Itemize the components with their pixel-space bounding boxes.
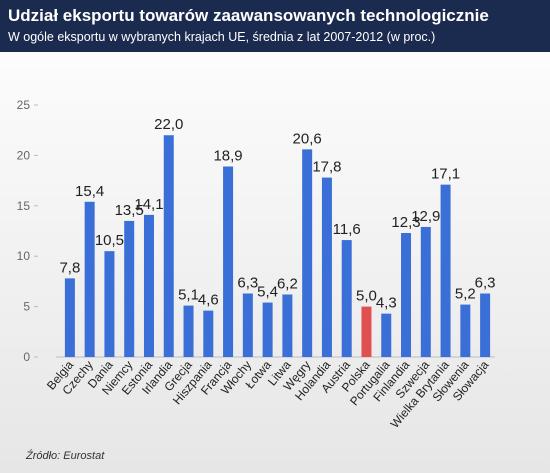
data-label: 12,3	[391, 214, 420, 231]
data-label: 22,0	[154, 116, 183, 133]
data-label: 20,6	[293, 130, 322, 147]
bar	[440, 184, 451, 357]
data-label: 12,9	[411, 208, 440, 225]
bar	[124, 220, 135, 357]
bar	[420, 226, 431, 357]
data-label: 4,3	[376, 295, 397, 312]
bar	[341, 240, 352, 357]
bar	[203, 310, 214, 357]
data-label: 6,3	[475, 274, 496, 291]
bar	[401, 233, 412, 357]
data-label: 13,5	[115, 202, 144, 219]
y-tick-label: 5	[23, 300, 30, 314]
bar	[361, 306, 372, 357]
data-label: 17,8	[312, 159, 341, 176]
bar	[460, 304, 471, 357]
y-tick-label: 25	[17, 98, 31, 112]
data-label: 6,3	[237, 274, 258, 291]
data-label: 5,2	[455, 286, 476, 303]
chart-title: Udział eksportu towarów zaawansowanych t…	[8, 6, 489, 25]
bar	[163, 135, 174, 357]
data-label: 4,6	[198, 292, 219, 309]
chart-subtitle: W ogóle eksportu w wybranych krajach UE,…	[8, 30, 436, 44]
data-label: 14,1	[134, 196, 163, 213]
y-tick-label: 10	[17, 249, 31, 263]
bar	[302, 149, 313, 357]
data-label: 5,1	[178, 287, 199, 304]
data-label: 5,0	[356, 288, 377, 305]
header: Udział eksportu towarów zaawansowanych t…	[0, 0, 550, 52]
bar	[64, 278, 75, 357]
bar	[143, 214, 154, 357]
bar	[242, 293, 253, 357]
bar	[321, 177, 332, 357]
data-label: 10,5	[95, 232, 124, 249]
bar	[104, 251, 115, 357]
y-tick-label: 15	[17, 199, 31, 213]
bar	[480, 293, 491, 357]
bar	[84, 201, 95, 357]
bar	[381, 313, 392, 357]
y-tick-label: 0	[23, 350, 30, 364]
source-note: Źródło: Eurostat	[26, 450, 105, 462]
data-label: 17,1	[431, 166, 460, 183]
bar	[223, 166, 234, 357]
data-label: 18,9	[213, 147, 242, 164]
bar	[183, 305, 194, 357]
data-label: 15,4	[75, 183, 104, 200]
bar	[282, 294, 293, 357]
data-label: 6,2	[277, 276, 298, 293]
data-label: 7,8	[59, 259, 80, 276]
y-tick-label: 20	[17, 148, 31, 162]
bar	[262, 302, 273, 357]
data-label: 11,6	[333, 221, 361, 238]
data-label: 5,4	[257, 284, 278, 301]
